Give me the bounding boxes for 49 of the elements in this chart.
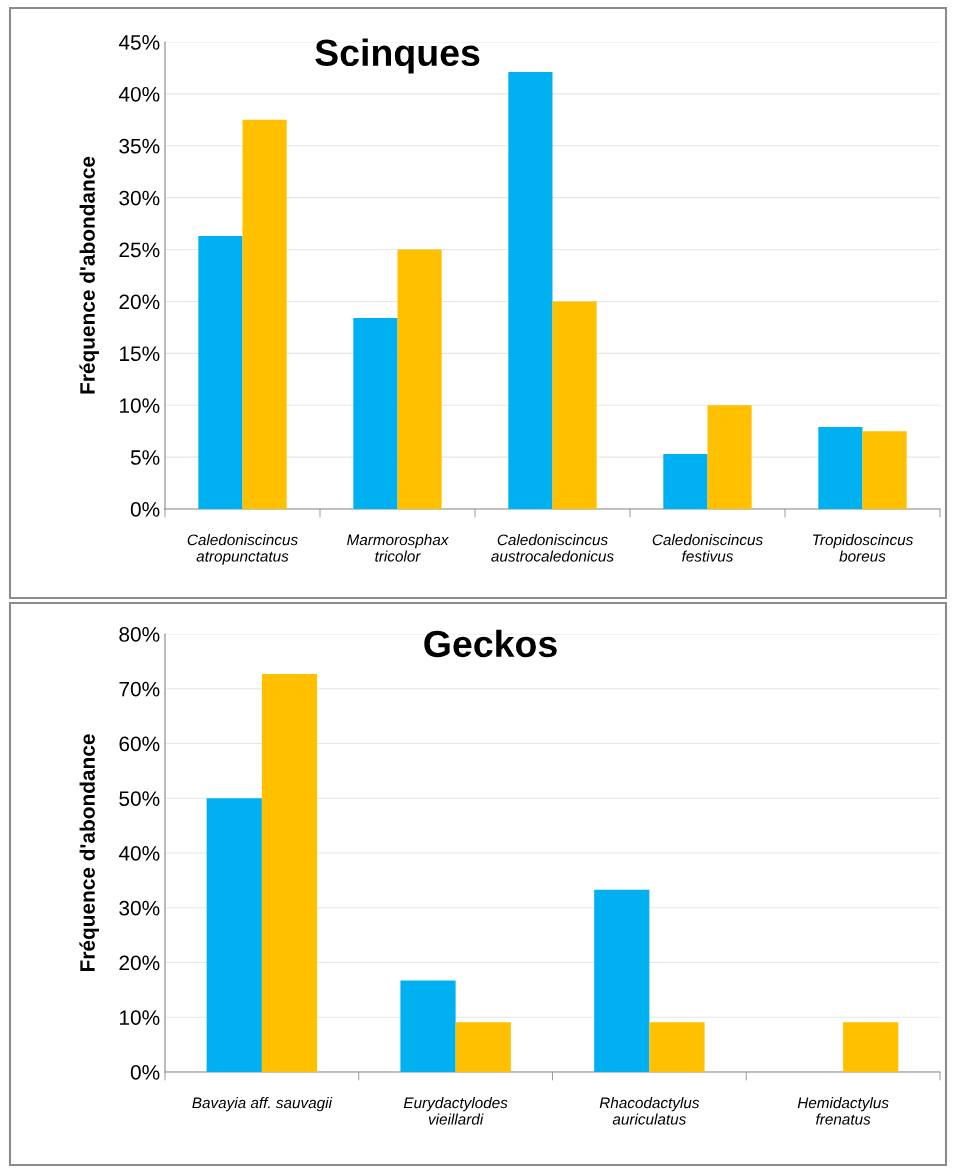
- y-tick-label: 35%: [119, 138, 160, 154]
- y-tick-label: 0%: [130, 502, 160, 517]
- x-tick-label: Hemidactylus frenatus: [797, 1097, 889, 1125]
- y-axis-title: Fréquence d'abondance: [79, 734, 99, 971]
- x-tick-label: Eurydactylodes vieillardi: [403, 1097, 508, 1125]
- y-tick-label: 10%: [120, 398, 160, 413]
- chart-title: Geckos: [424, 629, 557, 658]
- y-tick-label: 20%: [119, 294, 160, 310]
- y-tick-label: 30%: [119, 190, 160, 206]
- y-tick-label: 25%: [119, 242, 160, 258]
- bar: [353, 318, 398, 509]
- bar: [455, 1022, 511, 1072]
- bar: [594, 889, 650, 1072]
- bar: [400, 980, 456, 1072]
- bar: [206, 798, 262, 1072]
- y-tick-label: 45%: [118, 35, 160, 50]
- y-tick-label: 30%: [119, 900, 160, 916]
- bar: [843, 1022, 899, 1072]
- y-tick-label: 5%: [130, 450, 160, 465]
- y-tick-label: 50%: [119, 791, 160, 806]
- bar: [818, 427, 863, 509]
- y-tick-label: 60%: [119, 736, 160, 752]
- bar: [397, 249, 442, 509]
- bar: [663, 454, 708, 509]
- y-tick-label: 80%: [119, 627, 160, 642]
- bar: [552, 301, 597, 509]
- x-tick-label: Bavayia aff. sauvagii: [192, 1097, 333, 1112]
- bar: [649, 1022, 705, 1072]
- bar: [707, 405, 752, 509]
- y-tick-label: 0%: [130, 1065, 160, 1080]
- x-tick-label: Rhacodactylus auriculatus: [599, 1097, 700, 1125]
- x-tick-label: Caledoniscincus festivus: [652, 534, 763, 562]
- y-tick-label: 15%: [120, 346, 160, 362]
- bar: [198, 236, 243, 509]
- y-tick-label: 40%: [118, 86, 160, 102]
- bar: [862, 431, 907, 509]
- y-tick-label: 70%: [119, 681, 160, 697]
- chart-title: Scinques: [315, 38, 480, 74]
- x-tick-label: Caledoniscincus atropunctatus: [187, 534, 298, 565]
- x-tick-label: Caledoniscincus austrocaledonicus: [491, 534, 614, 562]
- x-tick-label: Marmorosphax tricolor: [347, 534, 449, 562]
- bar: [242, 119, 287, 509]
- x-tick-label: Tropidoscincus boreus: [813, 534, 913, 562]
- y-tick-label: 40%: [118, 846, 160, 861]
- y-axis-title: Fréquence d'abondance: [79, 156, 99, 394]
- y-tick-label: 10%: [120, 1010, 160, 1025]
- y-tick-label: 20%: [119, 955, 160, 971]
- bar: [261, 673, 318, 1072]
- bar: [508, 72, 553, 509]
